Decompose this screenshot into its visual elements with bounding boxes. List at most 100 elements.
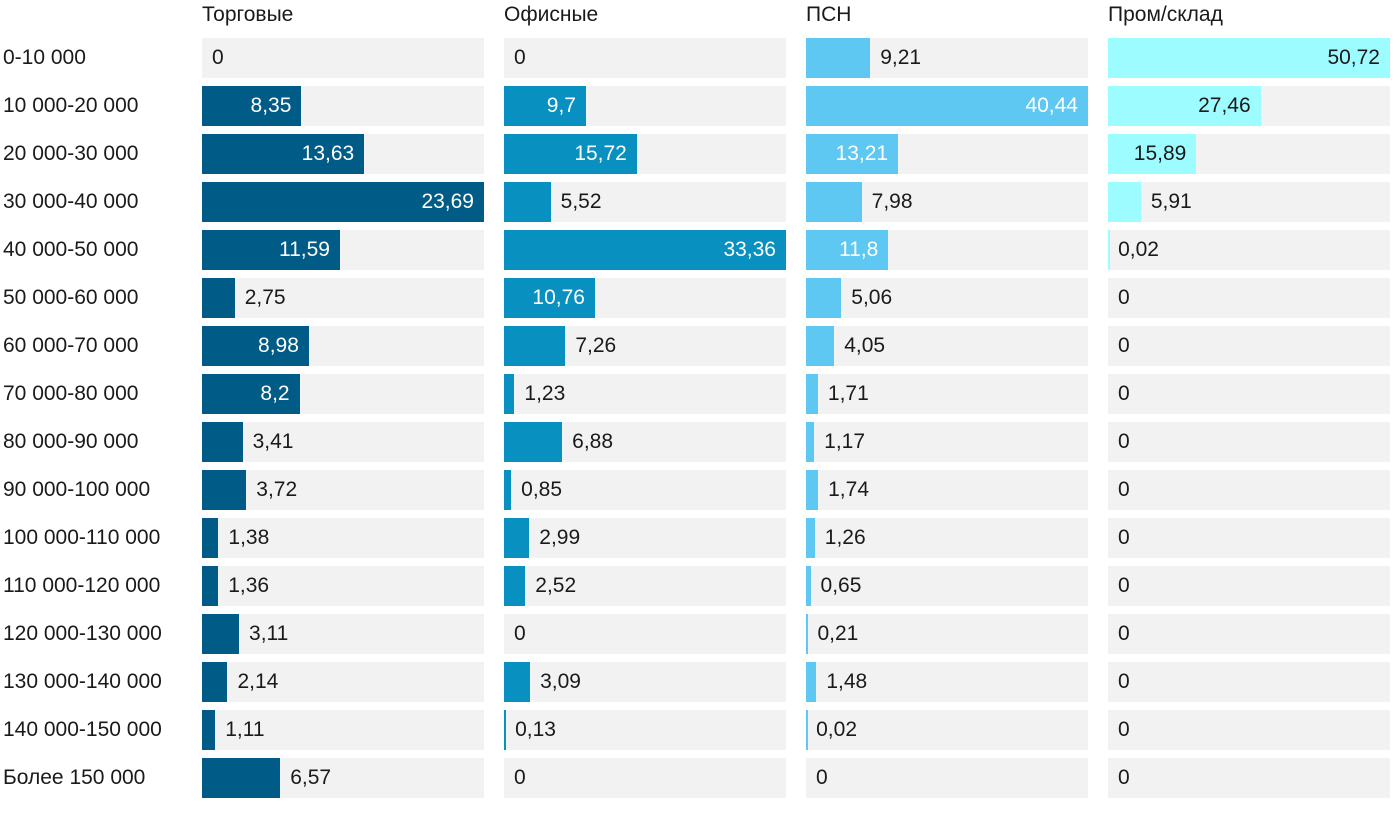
bar-track: 3,41 [202, 422, 484, 462]
bar-track: 0,65 [806, 566, 1088, 606]
bar-track: 6,88 [504, 422, 786, 462]
data-label: 15,72 [574, 142, 627, 165]
bar-track: 13,63 [202, 134, 484, 174]
data-label: 6,88 [572, 430, 614, 453]
bar [202, 230, 340, 270]
data-label: 1,23 [524, 382, 566, 405]
bar [504, 326, 566, 366]
bar [806, 278, 842, 318]
data-label: 1,36 [228, 574, 270, 597]
bar-track: 1,36 [202, 566, 484, 606]
category-label: 0-10 000 [3, 46, 86, 69]
bar [504, 422, 563, 462]
data-label: 0 [212, 46, 224, 69]
bar [504, 374, 515, 414]
category-label: 110 000-120 000 [3, 574, 161, 597]
data-label: 3,11 [249, 622, 289, 645]
data-label: 0 [1118, 766, 1130, 789]
category-label: 30 000-40 000 [3, 190, 139, 213]
bar-track: 0 [1108, 758, 1390, 798]
data-label: 0,02 [816, 718, 857, 741]
bar-track: 8,2 [202, 374, 484, 414]
bar-track: 0 [1108, 278, 1390, 318]
data-label: 4,05 [844, 334, 886, 357]
bar-track: 1,26 [806, 518, 1088, 558]
bar [1108, 230, 1110, 270]
bar [806, 38, 871, 78]
data-label: 27,46 [1198, 94, 1251, 117]
bar-track: 0 [1108, 566, 1390, 606]
data-label: 5,06 [851, 286, 893, 309]
bar-track: 1,38 [202, 518, 484, 558]
bar-track: 1,17 [806, 422, 1088, 462]
bar-track: 2,99 [504, 518, 786, 558]
bar-track: 0 [1108, 662, 1390, 702]
bar-track: 4,05 [806, 326, 1088, 366]
bar-track: 0 [1108, 518, 1390, 558]
bar-track: 2,52 [504, 566, 786, 606]
bar [504, 134, 637, 174]
bar [806, 470, 819, 510]
bar-track: 27,46 [1108, 86, 1390, 126]
data-label: 8,98 [258, 334, 299, 357]
bar-track: 2,14 [202, 662, 484, 702]
data-label: 1,26 [824, 526, 866, 549]
bar-track: 0,13 [504, 710, 786, 750]
data-label: 0,21 [817, 622, 859, 645]
bar [806, 230, 889, 270]
bar [504, 230, 786, 270]
bar [806, 86, 1088, 126]
data-label: 3,09 [540, 670, 581, 693]
category-label: 40 000-50 000 [3, 238, 139, 261]
bar-track: 0 [1108, 422, 1390, 462]
bar [806, 518, 815, 558]
bar-track: 1,23 [504, 374, 786, 414]
bar-track: 0 [504, 38, 786, 78]
data-label: 2,52 [535, 574, 577, 597]
bar-track: 3,09 [504, 662, 786, 702]
bar-track: 7,98 [806, 182, 1088, 222]
bar-track: 0,21 [806, 614, 1088, 654]
bar [504, 566, 526, 606]
bar-track: 0 [504, 758, 786, 798]
data-label: 1,48 [826, 670, 868, 693]
data-label: 13,63 [301, 142, 355, 165]
data-label: 13,21 [835, 142, 889, 165]
bar [202, 374, 300, 414]
data-label: 1,17 [824, 430, 866, 453]
data-label: 0 [1118, 670, 1130, 693]
category-label: 70 000-80 000 [3, 382, 139, 405]
data-label: 2,75 [244, 286, 286, 309]
bar [202, 86, 302, 126]
bar [1108, 134, 1197, 174]
data-label: 33,36 [723, 238, 776, 261]
data-label: 50,72 [1327, 46, 1380, 69]
data-label: 0 [1118, 718, 1130, 741]
bar [504, 710, 506, 750]
bar-track: 33,36 [504, 230, 786, 270]
bar [202, 278, 235, 318]
data-label: 11,59 [278, 238, 330, 261]
bar [1108, 182, 1141, 222]
bar-track: 13,21 [806, 134, 1088, 174]
bar-track: 0,02 [1108, 230, 1390, 270]
category-label: 100 000-110 000 [3, 526, 161, 549]
bar [806, 134, 899, 174]
data-label: 15,89 [1133, 142, 1187, 165]
data-label: 8,2 [260, 382, 290, 405]
category-label: 120 000-130 000 [3, 622, 162, 645]
category-label: 60 000-70 000 [3, 334, 139, 357]
bar-track: 5,06 [806, 278, 1088, 318]
series-title: Офисные [504, 3, 599, 26]
bar [806, 326, 835, 366]
bar [504, 182, 551, 222]
data-label: 5,52 [560, 190, 602, 213]
bar-track: 1,74 [806, 470, 1088, 510]
bar [202, 518, 219, 558]
bar-track: 1,71 [806, 374, 1088, 414]
data-label: 1,38 [228, 526, 270, 549]
bar [202, 134, 365, 174]
bar-track: 5,52 [504, 182, 786, 222]
bar-track: 3,11 [202, 614, 484, 654]
bar-track: 0 [806, 758, 1088, 798]
